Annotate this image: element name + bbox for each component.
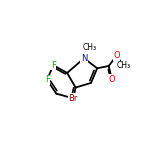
Text: F: F [45,75,50,84]
Text: CH₃: CH₃ [117,61,131,71]
Text: CH₃: CH₃ [82,43,97,52]
Text: N: N [81,54,87,63]
Text: O: O [109,75,115,84]
Text: F: F [51,61,56,70]
Text: Br: Br [69,94,78,103]
Text: O: O [113,52,120,60]
